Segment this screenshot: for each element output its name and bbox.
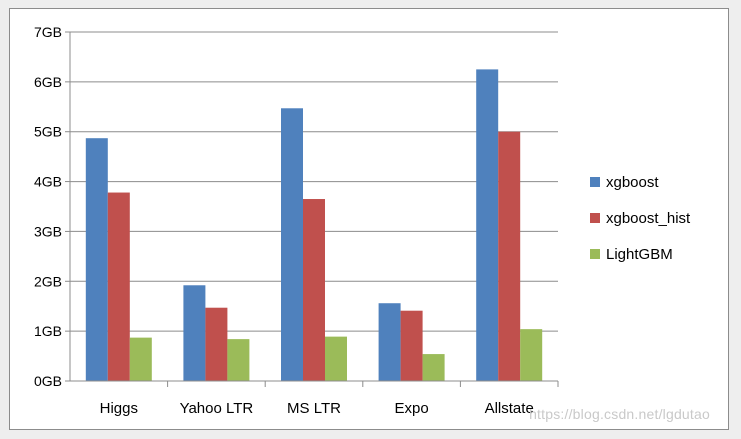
legend-label: xgboost — [606, 174, 659, 191]
bar — [227, 339, 250, 381]
y-tick-label: 2GB — [34, 273, 62, 289]
bar — [378, 303, 401, 381]
bar — [325, 336, 347, 381]
chart-frame: 0GB 1GB 2GB 3GB 4GB 5GB 6GB 7GB Higgs Yahoo LTR M… — [9, 8, 729, 430]
x-category-label: Higgs — [100, 400, 138, 417]
y-tick-label: 0GB — [34, 373, 62, 389]
legend-swatch — [590, 177, 600, 187]
bar — [422, 354, 445, 381]
legend-label: xgboost_hist — [606, 210, 691, 227]
y-tick-label: 7GB — [34, 24, 62, 40]
y-tick-label: 1GB — [34, 323, 62, 339]
x-category-label: Yahoo LTR — [180, 400, 254, 417]
bar — [129, 337, 152, 381]
bar — [281, 108, 303, 381]
bar — [520, 329, 543, 381]
memory-bar-chart: 0GB 1GB 2GB 3GB 4GB 5GB 6GB 7GB Higgs Yahoo LTR M… — [34, 24, 691, 417]
legend-swatch — [590, 249, 600, 259]
x-category-label: Expo — [394, 400, 428, 417]
y-tick-label: 5GB — [34, 124, 62, 140]
y-tick-label: 4GB — [34, 174, 62, 190]
bar — [205, 307, 228, 381]
bars — [85, 69, 543, 381]
watermark-text: https://blog.csdn.net/lgdutao — [529, 406, 710, 422]
x-category-label: Allstate — [485, 400, 534, 417]
bar — [303, 199, 325, 381]
x-axis: Higgs Yahoo LTR MS LTR Expo Allstate — [70, 380, 559, 417]
legend-swatch — [590, 213, 600, 223]
bar — [498, 131, 521, 381]
bar — [183, 285, 206, 381]
y-tick-label: 6GB — [34, 74, 62, 90]
legend: xgboost xgboost_hist LightGBM — [590, 174, 691, 263]
x-category-label: MS LTR — [287, 400, 341, 417]
bar — [400, 310, 423, 381]
y-tick-label: 3GB — [34, 223, 62, 239]
bar — [85, 138, 108, 381]
bar — [476, 69, 499, 381]
bar — [107, 192, 130, 381]
legend-label: LightGBM — [606, 246, 673, 263]
y-axis: 0GB 1GB 2GB 3GB 4GB 5GB 6GB 7GB — [34, 24, 71, 389]
